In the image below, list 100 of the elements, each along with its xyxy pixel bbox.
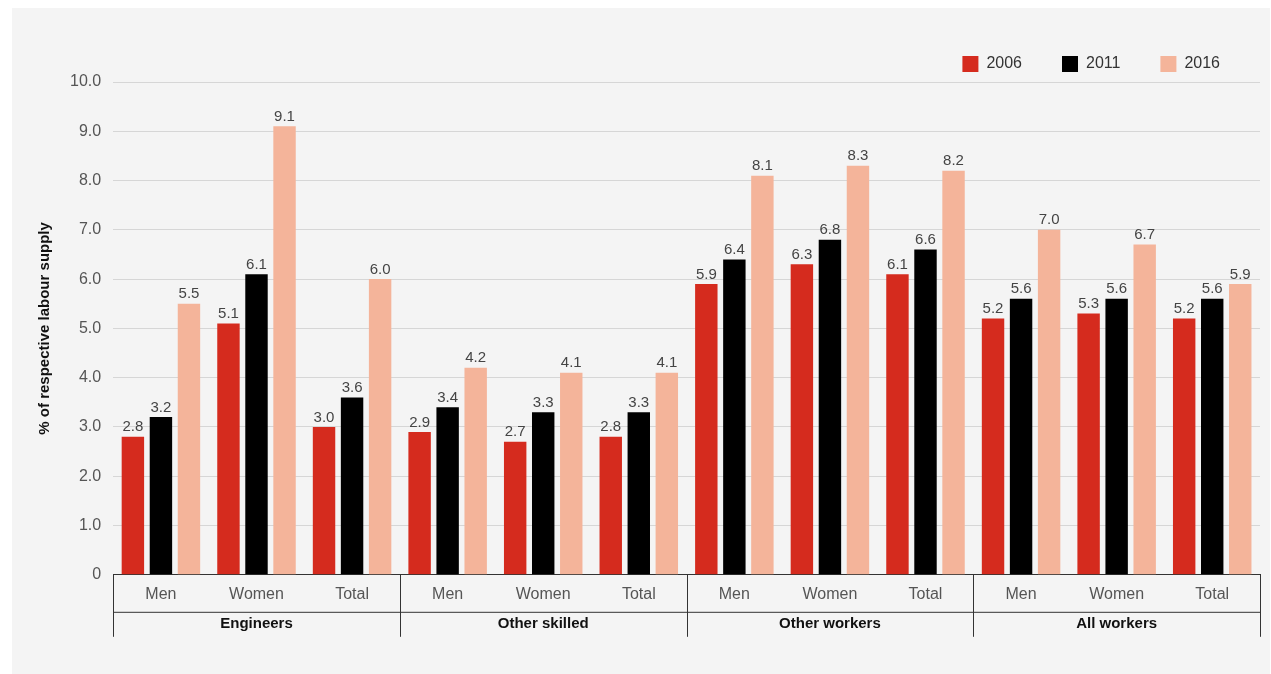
bar	[751, 175, 774, 575]
bar	[464, 367, 487, 575]
y-axis-title: % of respective labour supply	[35, 221, 53, 435]
x-tick-label: Men	[1005, 584, 1037, 602]
bar	[914, 249, 937, 575]
x-tick-label: Men	[145, 584, 177, 602]
data-label: 4.1	[656, 353, 678, 371]
data-label: 5.9	[1229, 264, 1251, 282]
text: Engineers	[220, 613, 293, 631]
bar	[532, 412, 555, 575]
y-tick-label: 10.0	[70, 72, 102, 90]
data-label: 2.8	[122, 417, 144, 435]
x-tick-label: Women	[1089, 584, 1145, 602]
data-label: 5.3	[1078, 294, 1100, 312]
bar	[942, 170, 965, 575]
bar	[846, 165, 870, 575]
bar	[1229, 284, 1252, 575]
bar	[1201, 298, 1224, 575]
text: Other workers	[779, 613, 881, 631]
y-tick-label: 0	[92, 565, 102, 583]
x-tick-label: Total	[1195, 584, 1230, 602]
data-label: 5.1	[218, 304, 239, 322]
data-label: 6.4	[723, 240, 745, 258]
data-label: 8.3	[847, 146, 869, 164]
data-label: 5.5	[178, 284, 200, 302]
x-tick-label: Women	[515, 584, 571, 602]
data-label: 8.1	[751, 156, 773, 174]
bar	[627, 412, 650, 575]
data-label: 5.6	[1010, 279, 1032, 297]
data-label: 5.9	[695, 264, 717, 282]
y-tick-label: 5.0	[78, 318, 102, 336]
bar	[1172, 318, 1196, 575]
data-label: 6.1	[887, 254, 908, 272]
y-tick-label: 7.0	[78, 220, 102, 238]
bar	[886, 274, 909, 575]
data-label: 3.6	[341, 378, 363, 396]
data-label: 6.8	[819, 220, 841, 238]
bar	[408, 431, 431, 575]
data-label: 3.0	[313, 407, 335, 425]
data-label: 7.0	[1038, 210, 1060, 228]
data-label: 6.0	[369, 259, 391, 277]
bar	[312, 426, 336, 575]
data-label: 3.3	[628, 392, 650, 410]
data-label: 6.1	[246, 254, 267, 272]
bar	[245, 274, 268, 575]
bar	[1077, 313, 1100, 575]
bar	[177, 303, 201, 575]
bar	[340, 397, 364, 575]
data-label: 5.6	[1201, 279, 1223, 297]
x-tick-label: Men	[432, 584, 464, 602]
data-label: 5.6	[1106, 279, 1128, 297]
text: Other skilled	[497, 613, 589, 631]
bar	[560, 372, 583, 575]
bar	[1105, 298, 1128, 575]
data-label: 6.6	[915, 230, 936, 248]
y-tick-label: 4.0	[78, 368, 102, 386]
x-tick-label: Women	[229, 584, 284, 602]
data-label: 5.2	[982, 299, 1004, 317]
bar	[436, 407, 459, 575]
data-label: 2.7	[504, 422, 526, 440]
y-tick-label: 9.0	[78, 121, 102, 139]
data-label: 3.3	[532, 392, 554, 410]
data-label: 9.1	[274, 106, 295, 124]
bar	[217, 323, 240, 575]
x-tick-label: Total	[335, 584, 369, 602]
y-tick-label: 8.0	[78, 170, 102, 188]
x-tick-label: Women	[802, 584, 858, 602]
y-tick-label: 3.0	[78, 417, 102, 435]
x-tick-label: Total	[908, 584, 943, 602]
text: All workers	[1076, 613, 1158, 631]
data-label: 3.2	[150, 397, 172, 415]
x-tick-label: Total	[621, 584, 656, 602]
data-label: 6.7	[1134, 225, 1156, 243]
data-label: 4.2	[465, 348, 487, 366]
y-tick-label: 2.0	[78, 466, 102, 484]
data-label: 2.9	[409, 412, 431, 430]
bar	[503, 441, 527, 575]
bar	[121, 436, 145, 575]
legend-label: 2011	[1086, 54, 1121, 72]
bar	[790, 264, 814, 575]
bar	[655, 372, 679, 575]
bar	[1009, 298, 1033, 575]
bar	[1037, 229, 1061, 575]
bar	[273, 126, 296, 575]
data-label: 2.8	[600, 417, 622, 435]
bar	[1133, 244, 1156, 575]
data-label: 6.3	[791, 244, 813, 262]
data-label: 5.2	[1173, 299, 1195, 317]
bar	[599, 436, 622, 575]
bar	[695, 284, 718, 575]
x-tick-label: Men	[718, 584, 750, 602]
bar	[981, 318, 1005, 575]
legend-label: 2006	[986, 54, 1023, 72]
data-label: 8.2	[943, 151, 964, 169]
bar	[368, 279, 392, 575]
data-label: 4.1	[560, 353, 582, 371]
legend-label: 2016	[1184, 54, 1221, 72]
bar	[149, 417, 173, 575]
bar	[723, 259, 746, 575]
data-label: 3.4	[437, 387, 459, 405]
